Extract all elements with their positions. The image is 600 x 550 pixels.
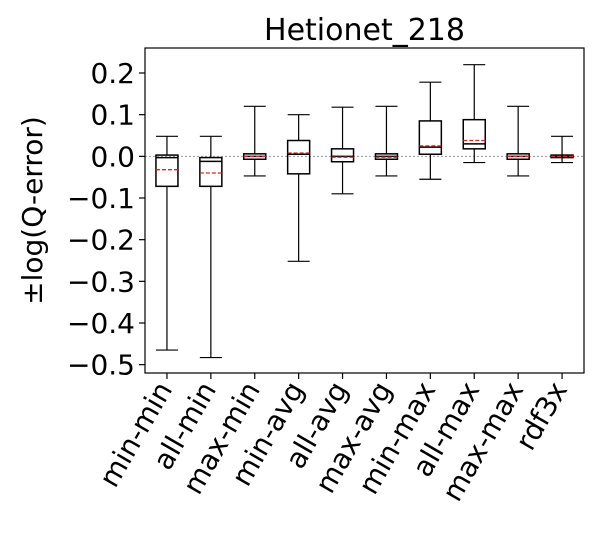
y-tick-label: 0.0	[90, 140, 135, 173]
box-min-min	[155, 154, 179, 188]
plot-frame	[144, 47, 585, 374]
box-all-avg	[330, 148, 355, 163]
y-tick-label: −0.1	[67, 182, 135, 215]
y-tick-label: −0.3	[67, 265, 135, 298]
box-all-min	[199, 156, 223, 188]
y-tick-label: −0.4	[67, 307, 135, 340]
y-tick-label: −0.2	[67, 224, 135, 257]
plot-area: 0.20.10.0−0.1−0.2−0.3−0.4−0.5min-minall-…	[67, 47, 585, 507]
box-min-max	[418, 120, 443, 155]
y-tick-label: −0.5	[67, 349, 135, 382]
y-axis-label: ±log(Q-error)	[16, 116, 49, 305]
chart-title: Hetionet_218	[264, 13, 465, 48]
box-min-avg	[286, 139, 311, 175]
y-tick-label: 0.1	[90, 99, 135, 132]
box-all-max	[462, 118, 486, 150]
y-tick-label: 0.2	[90, 57, 135, 90]
